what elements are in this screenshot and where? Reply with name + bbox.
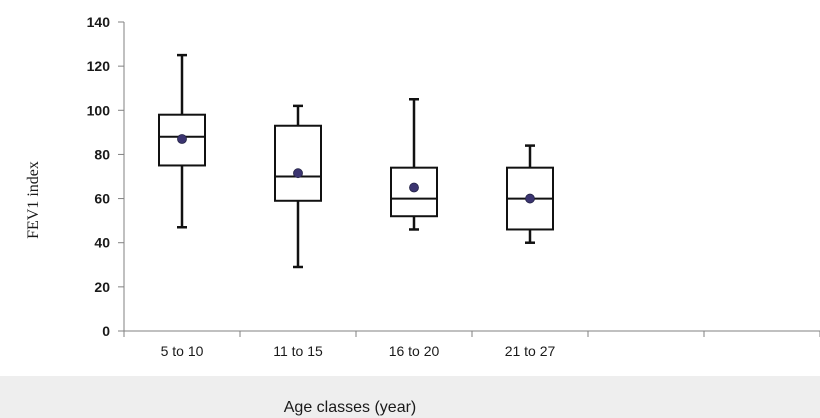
mean-marker bbox=[293, 168, 303, 179]
boxes bbox=[158, 53, 554, 269]
x-axis-label: Age classes (year) bbox=[284, 399, 417, 416]
y-axis-label: FEV1 index bbox=[25, 161, 42, 239]
y-tick-label: 0 bbox=[102, 323, 110, 339]
mean-marker bbox=[525, 193, 535, 204]
x-tick-label: 21 to 27 bbox=[505, 343, 556, 359]
mean-marker bbox=[409, 182, 419, 193]
y-tick-label: 20 bbox=[94, 279, 110, 295]
y-tick-label: 120 bbox=[87, 58, 111, 74]
box-4 bbox=[506, 144, 554, 244]
x-tick-label: 5 to 10 bbox=[161, 343, 204, 359]
interquartile-box bbox=[274, 124, 322, 202]
x-tick-label: 16 to 20 bbox=[389, 343, 440, 359]
box-2 bbox=[274, 104, 322, 269]
x-tick-label: 11 to 15 bbox=[273, 343, 323, 359]
mean-marker bbox=[177, 134, 187, 144]
y-tick-label: 100 bbox=[87, 102, 111, 118]
axes: 0 20 40 60 80 100 120 140 5 to 10 11 to 15 16 to 2… bbox=[87, 14, 820, 359]
y-tick-label: 40 bbox=[94, 235, 110, 251]
box-1 bbox=[158, 53, 206, 229]
y-tick-label: 60 bbox=[94, 191, 110, 207]
box-3 bbox=[390, 98, 438, 231]
y-tick-label: 140 bbox=[87, 14, 111, 30]
y-tick-label: 80 bbox=[94, 146, 110, 162]
